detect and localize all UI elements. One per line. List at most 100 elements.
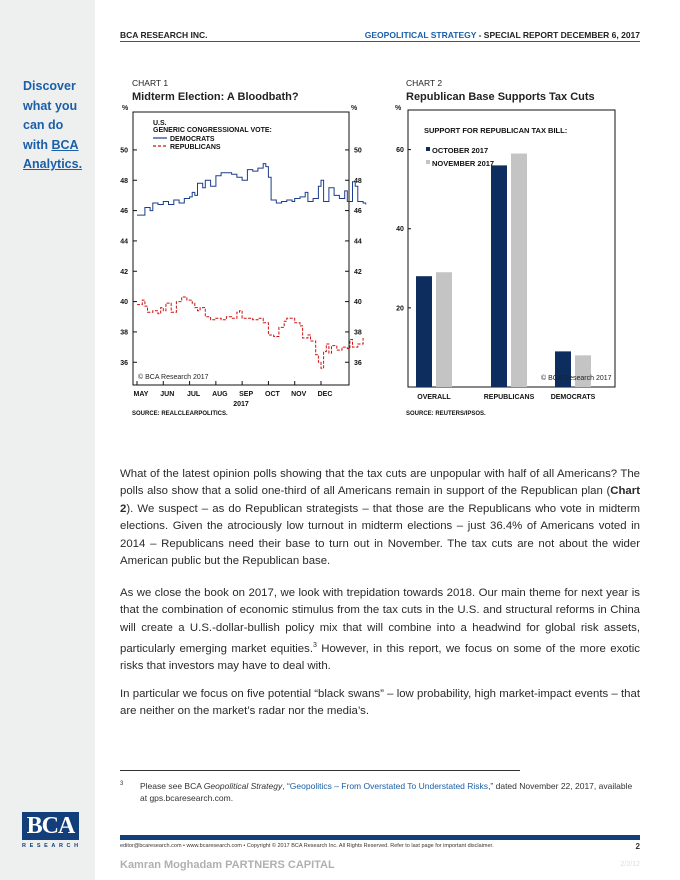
chart1-ytick-label-left: 42	[120, 269, 128, 276]
header-report: GEOPOLITICAL STRATEGY - SPECIAL REPORT D…	[365, 30, 640, 40]
chart1-ytick-label-left: 46	[120, 208, 128, 215]
chart2-bar	[555, 351, 571, 387]
chart2-bar	[416, 276, 432, 387]
header-rule	[120, 41, 640, 42]
footnote-link[interactable]: Geopolitics – From Overstated To Underst…	[289, 781, 489, 791]
promo-line: can do	[23, 118, 64, 132]
promo-line: Discover	[23, 79, 76, 93]
bca-logo: BCA	[22, 812, 79, 840]
footnote-pre: Please see BCA	[140, 781, 204, 791]
p1-chart-ref: Chart 2	[120, 485, 640, 515]
chart1-legend-dem: DEMOCRATS	[170, 136, 215, 143]
chart1-xtick-label: OCT	[265, 391, 281, 398]
watermark: Kamran Moghadam PARTNERS CAPITAL	[120, 859, 335, 871]
chart1-ytick-label-left: 40	[120, 299, 128, 306]
chart2-title: Republican Base Supports Tax Cuts	[406, 91, 595, 103]
p1-text-b: ). We suspect – as do Republican strateg…	[120, 502, 640, 568]
chart2-bar	[575, 355, 591, 387]
chart2-bar	[436, 272, 452, 387]
chart1-xtick-label: AUG	[212, 391, 228, 398]
p2-text-b: However, in this report, we focus on som…	[120, 643, 641, 673]
chart2-ytick-label: 60	[396, 147, 404, 154]
chart1-series-democrats	[137, 163, 367, 216]
header-company: BCA RESEARCH INC.	[120, 30, 208, 40]
chart2-bar	[511, 153, 527, 387]
page-number: 2	[635, 842, 640, 851]
chart1-legend-title-2: GENERIC CONGRESSIONAL VOTE:	[153, 127, 272, 134]
analytics-promo[interactable]: Discover what you can do with BCA Analyt…	[23, 77, 91, 175]
chart1-unit-left: %	[122, 105, 129, 112]
chart2-ytick-label: 40	[396, 226, 404, 233]
bca-logo-subtitle: RESEARCH	[22, 843, 82, 849]
chart2-inner-title: SUPPORT FOR REPUBLICAN TAX BILL:	[424, 126, 567, 135]
chart2-category-label: OVERALL	[417, 394, 451, 401]
chart2-republican-base: CHART 2 Republican Base Supports Tax Cut…	[395, 78, 616, 417]
footer: editor@bcaresearch.com • www.bcaresearch…	[120, 842, 640, 851]
faint-stamp: 2/2/12	[620, 861, 640, 868]
footnote-number: 3	[120, 781, 124, 787]
chart1-ytick-label-right: 48	[354, 178, 362, 185]
chart1-xtick-label: SEP	[239, 391, 253, 398]
p1-text-a: What of the latest opinion polls showing…	[120, 468, 640, 498]
promo-line: what you	[23, 98, 78, 113]
chart1-label: CHART 1	[132, 78, 168, 88]
chart1-ytick-label-left: 44	[120, 238, 128, 245]
chart2-bar	[491, 165, 507, 387]
body-paragraph-2: As we close the book on 2017, we look wi…	[120, 585, 640, 676]
promo-link-analytics[interactable]: Analytics.	[23, 157, 83, 171]
header-series: GEOPOLITICAL STRATEGY	[364, 30, 477, 40]
footer-bar	[120, 835, 640, 840]
chart1-legend-title-1: U.S.	[153, 120, 167, 127]
chart1-xtick-label: JUL	[187, 391, 201, 398]
left-sidebar: Discover what you can do with BCA Analyt…	[0, 0, 95, 880]
p2-footnote-ref[interactable]: 3	[313, 642, 317, 650]
chart2-source: SOURCE: REUTERS/IPSOS.	[406, 411, 486, 417]
chart2-label: CHART 2	[406, 78, 442, 88]
chart2-legend-oct: OCTOBER 2017	[432, 146, 488, 155]
body-paragraph-3: In particular we focus on five potential…	[120, 688, 640, 718]
chart1-ytick-label-left: 48	[120, 178, 128, 185]
chart1-unit-right: %	[351, 105, 358, 112]
chart1-xtick-label: JUN	[160, 391, 174, 398]
chart1-ytick-label-right: 36	[354, 360, 362, 367]
chart1-ytick-label-right: 50	[354, 147, 362, 154]
chart2-legend-nov-swatch	[426, 160, 430, 164]
footnote-italic: Geopolitical Strategy	[203, 781, 283, 791]
chart1-ytick-label-right: 38	[354, 329, 362, 336]
chart1-legend-rep: REPUBLICANS	[170, 144, 221, 151]
chart1-xtick-label: MAY	[134, 391, 149, 398]
chart2-category-label: REPUBLICANS	[484, 394, 535, 401]
chart1-copyright: © BCA Research 2017	[138, 373, 209, 381]
header-date: - SPECIAL REPORT DECEMBER 6, 2017	[476, 30, 640, 40]
chart2-ytick-label: 20	[396, 305, 404, 312]
chart1-midterm-election: CHART 1 Midterm Election: A Bloodbath? %…	[120, 78, 367, 417]
footnote-mid: , “	[282, 781, 290, 791]
promo-link-bca[interactable]: BCA	[51, 137, 79, 152]
chart1-ytick-label-right: 44	[354, 238, 362, 245]
chart1-year: 2017	[233, 401, 249, 408]
footnote-rule	[120, 770, 520, 771]
chart1-xtick-label: DEC	[318, 391, 333, 398]
chart1-ytick-label-right: 42	[354, 269, 362, 276]
chart2-legend-nov: NOVEMBER 2017	[432, 159, 494, 168]
chart1-source: SOURCE: REALCLEARPOLITICS.	[132, 411, 228, 417]
chart1-xtick-label: NOV	[291, 391, 307, 398]
chart1-ytick-label-left: 38	[120, 329, 128, 336]
footnote: 3 Please see BCA Geopolitical Strategy, …	[120, 780, 640, 804]
chart1-ytick-label-left: 36	[120, 360, 128, 367]
p2-text-a: As we close the book on 2017, we look wi…	[120, 587, 640, 656]
chart1-series-republicans	[137, 296, 364, 369]
chart1-title: Midterm Election: A Bloodbath?	[132, 91, 299, 103]
chart2-legend-oct-swatch	[426, 147, 430, 151]
chart2-copyright: © BCA Research 2017	[541, 374, 612, 382]
footer-text: editor@bcaresearch.com • www.bcaresearch…	[120, 843, 494, 849]
chart1-ytick-label-right: 40	[354, 299, 362, 306]
body-paragraph-1: What of the latest opinion polls showing…	[120, 466, 640, 570]
chart1-frame	[132, 111, 350, 386]
chart2-unit: %	[395, 105, 402, 112]
promo-line: with	[23, 137, 48, 152]
chart1-ytick-label-right: 46	[354, 208, 362, 215]
footnote-post: ,” dated November 22, 2017, available at…	[140, 781, 633, 803]
chart2-category-label: DEMOCRATS	[551, 394, 596, 401]
chart1-ytick-label-left: 50	[120, 147, 128, 154]
